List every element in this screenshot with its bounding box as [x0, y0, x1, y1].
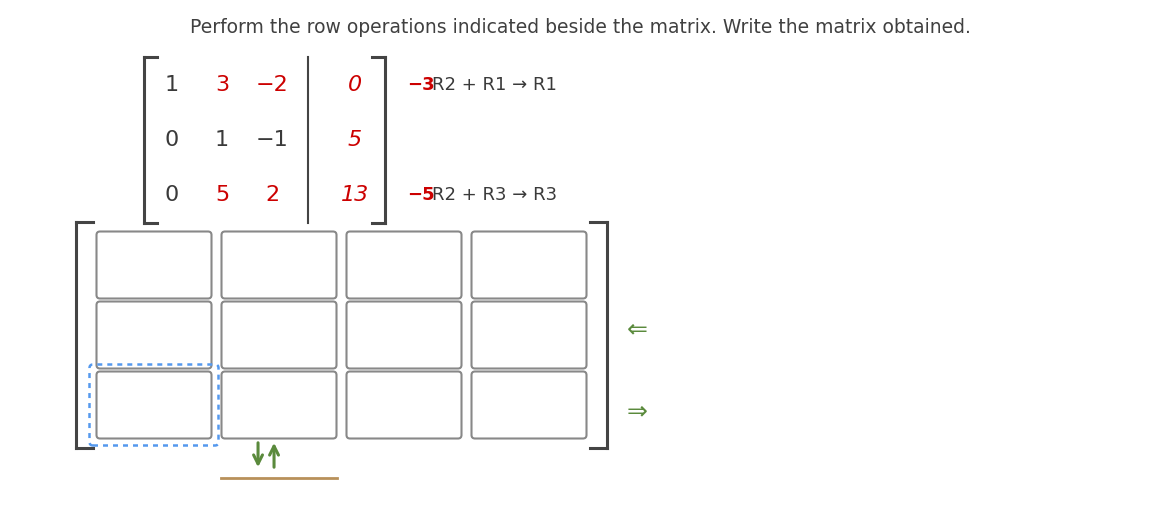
- Text: −5: −5: [408, 186, 434, 204]
- FancyBboxPatch shape: [471, 231, 586, 298]
- Text: 5: 5: [215, 185, 229, 205]
- FancyBboxPatch shape: [96, 231, 211, 298]
- FancyBboxPatch shape: [96, 371, 211, 438]
- Text: 3: 3: [215, 75, 229, 95]
- Text: 1: 1: [165, 75, 179, 95]
- FancyBboxPatch shape: [222, 371, 337, 438]
- Text: −3: −3: [408, 76, 434, 94]
- Text: 0: 0: [165, 130, 179, 150]
- Text: Perform the row operations indicated beside the matrix. Write the matrix obtaine: Perform the row operations indicated bes…: [190, 18, 971, 37]
- Text: 0: 0: [348, 75, 362, 95]
- Text: −1: −1: [255, 130, 288, 150]
- Text: 1: 1: [215, 130, 229, 150]
- Text: 13: 13: [341, 185, 369, 205]
- FancyBboxPatch shape: [346, 301, 462, 368]
- Text: 0: 0: [165, 185, 179, 205]
- FancyBboxPatch shape: [471, 301, 586, 368]
- FancyBboxPatch shape: [346, 231, 462, 298]
- Text: ⇒: ⇒: [627, 399, 648, 423]
- Text: R2 + R3 → R3: R2 + R3 → R3: [432, 186, 557, 204]
- FancyBboxPatch shape: [96, 301, 211, 368]
- Text: ⇐: ⇐: [627, 317, 648, 341]
- FancyBboxPatch shape: [222, 301, 337, 368]
- Text: 5: 5: [348, 130, 362, 150]
- Text: −2: −2: [255, 75, 288, 95]
- Text: 2: 2: [265, 185, 279, 205]
- Text: R2 + R1 → R1: R2 + R1 → R1: [432, 76, 557, 94]
- FancyBboxPatch shape: [222, 231, 337, 298]
- FancyBboxPatch shape: [346, 371, 462, 438]
- FancyBboxPatch shape: [471, 371, 586, 438]
